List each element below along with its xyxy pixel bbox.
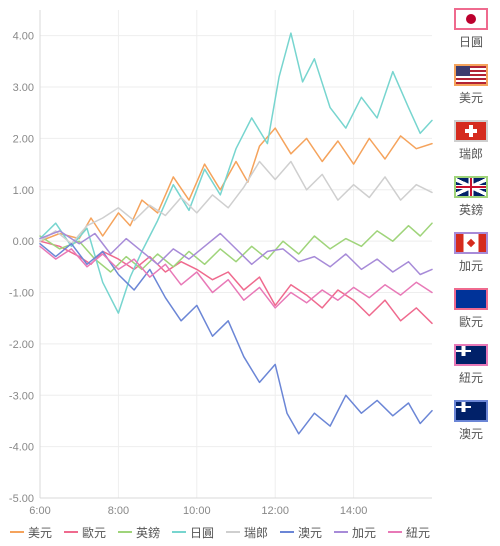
- x-tick-label: 6:00: [29, 505, 50, 517]
- chart-stage: -5.00 -4.00 -3.00 -2.00 -1.00 0.00 1.00 2.00 3.0…: [0, 0, 500, 546]
- legend-item[interactable]: 澳元: [280, 524, 322, 541]
- legend-label: 歐元: [82, 524, 106, 541]
- series-line-usd: [40, 128, 432, 241]
- legend-swatch: [226, 531, 240, 533]
- y-tick-label: 1.00: [13, 185, 34, 197]
- y-tick-label: 3.00: [13, 82, 34, 94]
- legend-item[interactable]: 加元: [334, 524, 376, 541]
- y-tick-label: 0.00: [13, 236, 34, 248]
- legend-item[interactable]: 瑞郎: [226, 524, 268, 541]
- y-tick-label: 4.00: [13, 31, 34, 43]
- currency-line-chart: -5.00 -4.00 -3.00 -2.00 -1.00 0.00 1.00 2.00 3.0…: [0, 0, 440, 546]
- currency-button-label: 紐元: [459, 369, 483, 386]
- currency-button-label: 歐元: [459, 313, 483, 330]
- currency-button-ca[interactable]: 加元: [448, 232, 494, 274]
- flag-icon-us: [454, 64, 488, 86]
- currency-button-label: 瑞郎: [459, 145, 483, 162]
- y-tick-label: -4.00: [9, 442, 34, 454]
- flag-icon-jp: [454, 8, 488, 30]
- flag-icon-au: [454, 400, 488, 422]
- x-tick-label: 12:00: [261, 505, 289, 517]
- legend-label: 加元: [352, 524, 376, 541]
- legend-swatch: [64, 531, 78, 533]
- y-tick-label: -1.00: [9, 288, 34, 300]
- currency-button-au[interactable]: 澳元: [448, 400, 494, 442]
- currency-button-label: 加元: [459, 257, 483, 274]
- legend-item[interactable]: 日圓: [172, 524, 214, 541]
- legend-swatch: [334, 531, 348, 533]
- currency-button-gb[interactable]: 英鎊: [448, 176, 494, 218]
- series-line-aud: [40, 244, 432, 434]
- chart-legend: 美元 歐元 英鎊 日圓 瑞郎 澳元 加元 紐元: [0, 522, 440, 541]
- legend-swatch: [172, 531, 186, 533]
- legend-label: 紐元: [406, 524, 430, 541]
- currency-side-buttons: 日圓美元瑞郎英鎊加元歐元紐元澳元: [448, 8, 494, 456]
- currency-button-label: 日圓: [459, 33, 483, 50]
- legend-item[interactable]: 英鎊: [118, 524, 160, 541]
- currency-button-ch[interactable]: 瑞郎: [448, 120, 494, 162]
- x-tick-label: 10:00: [183, 505, 211, 517]
- y-tick-label: -2.00: [9, 339, 34, 351]
- currency-button-nz[interactable]: 紐元: [448, 344, 494, 386]
- legend-item[interactable]: 紐元: [388, 524, 430, 541]
- legend-item[interactable]: 美元: [10, 524, 52, 541]
- x-tick-label: 14:00: [340, 505, 368, 517]
- flag-icon-nz: [454, 344, 488, 366]
- legend-swatch: [10, 531, 24, 533]
- currency-button-label: 英鎊: [459, 201, 483, 218]
- legend-label: 美元: [28, 524, 52, 541]
- legend-swatch: [388, 531, 402, 533]
- y-tick-label: 2.00: [13, 133, 34, 145]
- legend-swatch: [280, 531, 294, 533]
- flag-icon-gb: [454, 176, 488, 198]
- legend-swatch: [118, 531, 132, 533]
- series-line-jpy: [40, 33, 432, 313]
- currency-button-label: 美元: [459, 89, 483, 106]
- series-line-eur: [40, 241, 432, 323]
- currency-button-eu[interactable]: 歐元: [448, 288, 494, 330]
- legend-item[interactable]: 歐元: [64, 524, 106, 541]
- y-tick-label: -5.00: [9, 493, 34, 505]
- flag-icon-eu: [454, 288, 488, 310]
- flag-icon-ca: [454, 232, 488, 254]
- y-tick-label: -3.00: [9, 390, 34, 402]
- currency-button-jp[interactable]: 日圓: [448, 8, 494, 50]
- legend-label: 日圓: [190, 524, 214, 541]
- x-tick-label: 8:00: [108, 505, 129, 517]
- legend-label: 瑞郎: [244, 524, 268, 541]
- legend-label: 英鎊: [136, 524, 160, 541]
- currency-button-us[interactable]: 美元: [448, 64, 494, 106]
- legend-label: 澳元: [298, 524, 322, 541]
- flag-icon-ch: [454, 120, 488, 142]
- currency-button-label: 澳元: [459, 425, 483, 442]
